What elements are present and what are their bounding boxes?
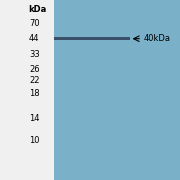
Text: 18: 18 [29, 89, 40, 98]
Text: 22: 22 [29, 76, 40, 85]
Text: 44: 44 [29, 34, 40, 43]
Text: 40kDa: 40kDa [144, 34, 171, 43]
Bar [54, 0, 180, 180]
Text: kDa: kDa [29, 5, 47, 14]
Text: 10: 10 [29, 136, 40, 145]
Text: 26: 26 [29, 65, 40, 74]
Text: 14: 14 [29, 114, 40, 123]
Text: 70: 70 [29, 19, 40, 28]
Text: 33: 33 [29, 50, 40, 59]
Bar [54, 37, 130, 40]
